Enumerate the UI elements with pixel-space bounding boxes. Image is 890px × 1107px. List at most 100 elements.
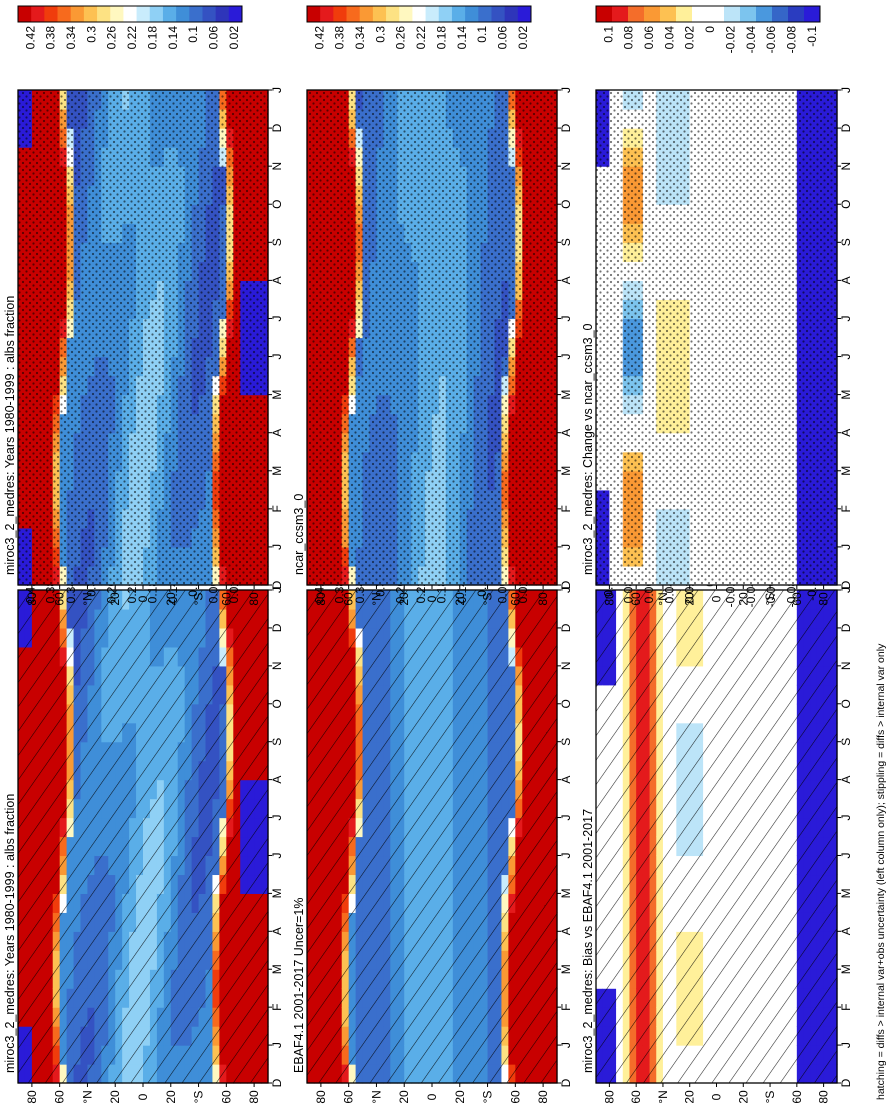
month-tick-label: M — [559, 888, 573, 898]
colorbar-tick-label: 0.34 — [64, 26, 78, 50]
month-tick-label: O — [270, 200, 284, 209]
colorbar-tick-label: 0.26 — [394, 26, 408, 50]
lat-tick-label: °S — [481, 1091, 495, 1104]
colorbar-tick-label: 0.14 — [166, 26, 180, 50]
colorbar-swatch — [189, 6, 203, 22]
month-tick-label: N — [559, 162, 573, 171]
lat-tick-label: °S — [192, 593, 206, 606]
colorbar-swatch — [31, 6, 45, 22]
colorbar-swatch — [491, 6, 506, 22]
month-tick-label: A — [270, 276, 284, 284]
month-tick-label: J — [270, 354, 284, 360]
colorbar-frame — [306, 5, 532, 23]
colorbar-swatch — [359, 6, 374, 22]
colorbar-tick-label: 0.14 — [455, 26, 469, 50]
lat-tick-label: °N — [369, 1090, 383, 1103]
month-tick-label: M — [270, 964, 284, 974]
lat-tick-label: 80 — [247, 592, 261, 606]
month-tick-label: J — [270, 587, 284, 593]
month-tick-label: D — [559, 1078, 573, 1087]
colorbar-tick-label: 0.38 — [44, 26, 58, 50]
lat-axis: 80 60 °N 20 0 20 °S 60 80 — [25, 585, 261, 606]
month-tick-label: J — [270, 544, 284, 550]
month-tick-label: O — [559, 699, 573, 708]
colorbar-tick-label: 0.42 — [312, 26, 326, 50]
colorbar-swatch — [399, 6, 413, 22]
lat-tick-label: 60 — [508, 1090, 522, 1104]
month-tick-label: N — [559, 662, 573, 671]
month-tick-label: A — [559, 776, 573, 784]
colorbar-swatch — [228, 6, 243, 22]
colorbar-tick-label: 0.1 — [186, 26, 200, 43]
month-tick-label: J — [559, 1042, 573, 1048]
colorbar-swatch — [372, 6, 387, 22]
lat-axis: 80 60 °N 20 0 20 °S 60 80 — [314, 1083, 550, 1104]
lat-tick-label: 80 — [25, 1090, 39, 1104]
lat-tick-label: 0 — [136, 595, 150, 602]
colorbar-tick-label: 0.3 — [84, 26, 98, 43]
month-tick-label: S — [559, 738, 573, 746]
colorbar-swatch — [215, 6, 230, 22]
month-tick-label: M — [270, 390, 284, 400]
colorbar-swatch — [149, 6, 164, 22]
month-tick-label: F — [270, 505, 284, 512]
lat-tick-label: 60 — [342, 1090, 356, 1104]
colorbar-swatch — [517, 6, 532, 22]
month-tick-label: F — [559, 1003, 573, 1010]
month-tick-label: A — [270, 429, 284, 437]
colorbar-swatch — [136, 6, 151, 22]
colorbar-frame — [17, 5, 243, 23]
hatching-overlay — [18, 590, 268, 1083]
colorbar-swatch — [386, 6, 400, 22]
lat-tick-label: 20 — [108, 592, 122, 606]
colorbar-tick-label: 0.42 — [23, 26, 37, 50]
lat-tick-label: 80 — [536, 592, 550, 606]
colorbar-swatch — [438, 6, 453, 22]
month-tick-label: J — [559, 354, 573, 360]
month-tick-label: N — [270, 662, 284, 671]
lat-tick-label: 80 — [25, 592, 39, 606]
month-tick-label: M — [270, 466, 284, 476]
month-tick-label: D — [559, 580, 573, 589]
month-tick-label: D — [559, 123, 573, 132]
colorbar-tick-label: 0.02 — [516, 26, 530, 50]
lat-tick-label: °S — [192, 1091, 206, 1104]
lat-tick-label: 0 — [425, 595, 439, 602]
colorbar-swatch — [110, 6, 124, 22]
month-tick-label: J — [559, 815, 573, 821]
month-tick-label: O — [559, 200, 573, 209]
colorbar-swatch — [320, 6, 334, 22]
month-tick-label: A — [270, 776, 284, 784]
month-tick-label: J — [270, 852, 284, 858]
colorbar-tick-label: 0.22 — [125, 26, 139, 50]
lat-tick-label: 20 — [397, 1090, 411, 1104]
lat-tick-label: °N — [369, 592, 383, 605]
colorbar-swatch — [97, 6, 111, 22]
colorbar-tick-label: 0.02 — [227, 26, 241, 50]
colorbar-swatch — [425, 6, 440, 22]
colorbar-tick-label: 0.3 — [373, 26, 387, 43]
month-tick-label: N — [270, 162, 284, 171]
colorbar-swatch — [176, 6, 190, 22]
month-tick-label: D — [270, 623, 284, 632]
month-tick-label: D — [270, 123, 284, 132]
colorbar-swatch — [83, 6, 98, 22]
colorbar: 0.42 0.38 0.34 0.3 0.26 0.22 0.18 0.14 0.1 0.06 0.… — [306, 5, 532, 50]
month-tick-label: M — [559, 964, 573, 974]
month-tick-label: A — [559, 927, 573, 935]
month-tick-label: S — [559, 238, 573, 246]
colorbar-swatch — [44, 6, 59, 22]
lat-tick-label: 80 — [314, 1090, 328, 1104]
month-tick-label: J — [559, 587, 573, 593]
lat-tick-label: 20 — [164, 1090, 178, 1104]
colorbar-swatch — [202, 6, 217, 22]
colorbar-swatch — [451, 6, 466, 22]
lat-axis: 80 60 °N 20 0 20 °S 60 80 — [314, 585, 550, 606]
lat-tick-label: 80 — [247, 1090, 261, 1104]
colorbar-swatch — [412, 6, 427, 22]
